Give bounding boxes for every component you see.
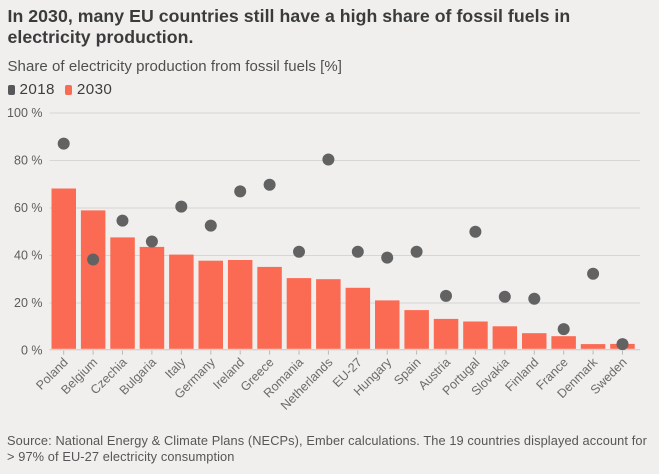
svg-text:80 %: 80 % — [14, 154, 43, 168]
svg-text:40 %: 40 % — [14, 249, 43, 263]
svg-text:0 %: 0 % — [21, 344, 43, 358]
svg-text:60 %: 60 % — [14, 201, 43, 215]
svg-text:100 %: 100 % — [7, 106, 42, 120]
svg-text:Finland: Finland — [503, 355, 542, 394]
svg-text:20 %: 20 % — [14, 296, 43, 310]
